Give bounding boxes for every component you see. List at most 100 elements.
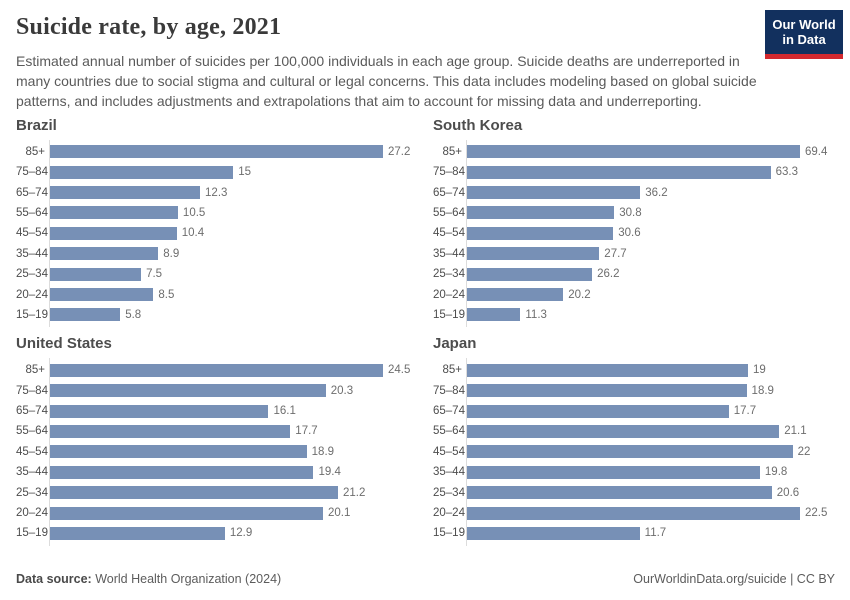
bar-united-states-3 — [49, 424, 291, 438]
facet-title-united-states: United States — [16, 335, 112, 353]
bar-value-label: 5.8 — [125, 308, 142, 321]
bar-row: 65–74 36.2 — [433, 182, 842, 202]
age-group-label: 45–54 — [16, 227, 48, 240]
credit-link[interactable]: OurWorldinData.org/suicide | CC BY — [633, 572, 835, 586]
age-group-label: 25–34 — [16, 268, 48, 281]
facet-title-brazil: Brazil — [16, 116, 57, 134]
bar-south-korea-3 — [466, 206, 615, 220]
bar-south-korea-1 — [466, 165, 771, 179]
bar-south-korea-2 — [466, 186, 641, 200]
facet-rows: 85+ 24.5 75–84 20.3 65–74 16.1 55–64 17.7 45–54 1… — [16, 358, 425, 546]
owid-logo[interactable]: Our World in Data — [765, 10, 843, 59]
bar-row: 55–64 10.5 — [16, 203, 425, 223]
bar-value-label: 17.7 — [733, 405, 757, 418]
age-group-label: 55–64 — [16, 206, 48, 219]
bar-row: 45–54 18.9 — [16, 442, 425, 462]
bar-value-label: 19.8 — [764, 466, 788, 479]
bar-row: 35–44 19.8 — [433, 462, 842, 482]
bar-value-label: 15 — [238, 166, 251, 179]
bar-value-label: 69.4 — [805, 145, 828, 158]
bar-row: 25–34 26.2 — [433, 264, 842, 284]
bar-value-label: 17.7 — [295, 425, 318, 438]
chart-subtitle: Estimated annual number of suicides per … — [16, 52, 757, 109]
bar-value-label: 10.4 — [181, 227, 205, 240]
age-group-label: 45–54 — [16, 445, 48, 458]
age-group-label: 20–24 — [433, 288, 465, 301]
age-group-label: 35–44 — [16, 247, 48, 260]
data-source: Data source: World Health Organization (… — [16, 572, 281, 586]
age-group-label: 55–64 — [433, 206, 465, 219]
chart-header: Suicide rate, by age, 2021 Estimated ann… — [0, 0, 850, 111]
facet-rows: 85+ 19 75–84 18.9 65–74 17.7 55–64 21.1 45–54 22 3… — [433, 358, 842, 546]
bar-brazil-2 — [49, 186, 201, 200]
bar-row: 65–74 12.3 — [16, 182, 425, 202]
bar-row: 25–34 20.6 — [433, 482, 842, 502]
age-group-label: 65–74 — [433, 186, 465, 199]
age-group-label: 20–24 — [16, 507, 48, 520]
age-group-label: 75–84 — [16, 166, 48, 179]
bar-value-label: 20.1 — [328, 507, 351, 520]
bar-row: 15–19 11.3 — [433, 305, 842, 325]
facet-title-south-korea: South Korea — [433, 116, 523, 134]
bar-row: 85+ 24.5 — [16, 360, 425, 380]
bar-japan-0 — [466, 363, 749, 377]
bar-row: 20–24 20.1 — [16, 503, 425, 523]
bar-value-label: 20.3 — [330, 384, 354, 397]
bar-japan-2 — [466, 404, 729, 418]
bar-value-label: 24.5 — [388, 364, 411, 377]
y-axis-line — [49, 139, 50, 328]
age-group-label: 20–24 — [16, 288, 48, 301]
age-group-label: 55–64 — [16, 425, 48, 438]
age-group-label: 65–74 — [16, 405, 48, 418]
bar-row: 85+ 69.4 — [433, 142, 842, 162]
bar-value-label: 12.3 — [205, 186, 228, 199]
facet-rows: 85+ 69.4 75–84 63.3 65–74 36.2 55–64 30.8 45–54 3… — [433, 139, 842, 328]
bar-value-label: 11.3 — [525, 308, 547, 321]
bar-row: 45–54 22 — [433, 442, 842, 462]
bar-japan-6 — [466, 486, 772, 500]
y-axis-line — [466, 139, 467, 328]
bar-south-korea-5 — [466, 247, 600, 261]
age-group-label: 45–54 — [433, 445, 465, 458]
bar-united-states-8 — [49, 526, 225, 540]
owid-logo-stripe — [765, 53, 843, 59]
bar-united-states-5 — [49, 465, 314, 479]
bar-row: 20–24 8.5 — [16, 284, 425, 304]
bar-value-label: 27.7 — [604, 247, 627, 260]
bar-value-label: 27.2 — [388, 145, 411, 158]
bar-japan-5 — [466, 465, 760, 479]
bar-south-korea-6 — [466, 267, 593, 281]
owid-logo-line2: in Data — [782, 32, 826, 48]
bar-row: 85+ 27.2 — [16, 142, 425, 162]
chart-title: Suicide rate, by age, 2021 — [16, 14, 282, 40]
bar-value-label: 19.4 — [318, 466, 341, 479]
owid-logo-line1: Our World — [772, 17, 836, 32]
bar-value-label: 7.5 — [146, 268, 163, 281]
bar-united-states-0 — [49, 363, 383, 377]
bar-value-label: 18.9 — [311, 445, 335, 458]
bar-value-label: 20.6 — [776, 486, 800, 499]
bar-row: 55–64 21.1 — [433, 421, 842, 441]
bar-brazil-0 — [49, 145, 383, 159]
data-source-label: Data source: — [16, 572, 92, 586]
bar-row: 45–54 10.4 — [16, 223, 425, 243]
bar-row: 55–64 17.7 — [16, 421, 425, 441]
bar-united-states-1 — [49, 384, 326, 398]
bar-brazil-5 — [49, 247, 159, 261]
bar-japan-1 — [466, 384, 747, 398]
bar-united-states-2 — [49, 404, 269, 418]
bar-row: 15–19 12.9 — [16, 523, 425, 543]
bar-united-states-6 — [49, 486, 338, 500]
bar-brazil-3 — [49, 206, 178, 220]
age-group-label: 75–84 — [16, 384, 48, 397]
age-group-label: 75–84 — [433, 166, 465, 179]
bar-row: 55–64 30.8 — [433, 203, 842, 223]
bar-row: 35–44 8.9 — [16, 244, 425, 264]
y-axis-line — [49, 358, 50, 546]
bar-row: 25–34 21.2 — [16, 482, 425, 502]
bar-value-label: 20.2 — [568, 288, 591, 301]
age-group-label: 25–34 — [16, 486, 48, 499]
bar-row: 85+ 19 — [433, 360, 842, 380]
bar-value-label: 11.7 — [644, 527, 667, 540]
